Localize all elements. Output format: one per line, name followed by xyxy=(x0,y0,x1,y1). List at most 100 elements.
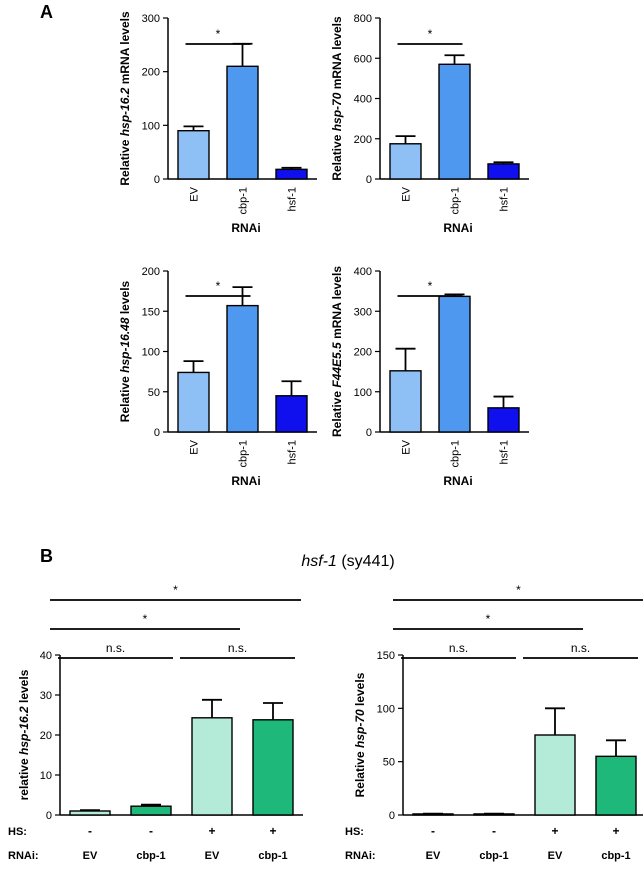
significance-label: n.s. xyxy=(449,641,468,655)
x-axis-label: RNAi xyxy=(443,221,472,235)
category-label: EV xyxy=(205,850,220,862)
significance-label: * xyxy=(486,612,491,626)
hs-label: - xyxy=(431,824,435,838)
y-label-gene: hsp-16.48 xyxy=(118,317,132,373)
significance-label: n.s. xyxy=(228,641,247,655)
significance-label: * xyxy=(216,27,221,41)
category-label: hsf-1 xyxy=(287,440,299,464)
y-tick-label: 200 xyxy=(142,266,160,278)
category-label: cbp-1 xyxy=(479,850,508,862)
bar xyxy=(275,395,308,433)
bar xyxy=(487,163,520,180)
significance-label: * xyxy=(216,279,221,293)
hs-row-label: HS: xyxy=(345,826,364,838)
y-tick-label: 10 xyxy=(40,770,52,782)
y-label-suffix: mRNA levels xyxy=(118,11,132,88)
hs-label: + xyxy=(551,824,558,838)
category-label: hsf-1 xyxy=(287,187,299,211)
y-label-prefix: relative xyxy=(17,755,31,800)
rnai-row-label: RNAi: xyxy=(8,850,39,862)
y-label-gene: F44E5.5 xyxy=(330,342,344,388)
panel-b-title-allele: (sy441) xyxy=(337,553,395,570)
hs-label: + xyxy=(612,824,619,838)
y-label-prefix: Relative xyxy=(118,136,132,185)
y-tick-label: 600 xyxy=(354,53,372,65)
y-tick-label: 400 xyxy=(354,266,372,278)
y-axis-label: Relative hsp-16.48 levels xyxy=(118,280,132,422)
y-tick-label: 200 xyxy=(354,347,372,359)
hs-label: - xyxy=(492,824,496,838)
hs-label: - xyxy=(149,824,153,838)
chart-3: 0 50 100 150 200 Relative hsp-16.48 levels EV c… xyxy=(118,266,317,488)
y-tick-label: 0 xyxy=(154,174,160,186)
bar xyxy=(226,304,259,433)
category-label: cbp-1 xyxy=(238,187,250,215)
bar xyxy=(191,717,233,816)
bar xyxy=(275,168,308,180)
bar xyxy=(69,810,111,816)
y-axis-label: Relative hsp-70 levels xyxy=(353,672,367,797)
bar xyxy=(177,371,210,433)
panel-label-a: A xyxy=(40,2,53,22)
bar xyxy=(438,295,471,433)
significance-label: * xyxy=(143,612,148,626)
hs-label: - xyxy=(88,824,92,838)
y-tick-label: 30 xyxy=(40,690,52,702)
y-axis-label: Relative hsp-16.2 mRNA levels xyxy=(118,11,132,186)
y-axis-label: Relative F44E5.5 mRNA levels xyxy=(330,266,344,437)
y-axis-label: Relative hsp-70 mRNA levels xyxy=(330,16,344,181)
y-tick-label: 800 xyxy=(354,13,372,25)
category-label: EV xyxy=(189,439,201,454)
bar xyxy=(595,755,637,816)
chart-6: 0 50 100 150 Relative hsp-70 levels HS: RNAi: -… xyxy=(345,583,643,862)
y-tick-label: 100 xyxy=(354,387,372,399)
category-label: hsf-1 xyxy=(499,440,511,464)
chart-2: 0 200 400 600 800 Relative hsp-70 mRNA levels… xyxy=(330,13,529,235)
category-label: cbp-1 xyxy=(601,850,630,862)
rnai-row-label: RNAi: xyxy=(345,850,376,862)
category-label: EV xyxy=(189,186,201,201)
x-axis-label: RNAi xyxy=(231,221,260,235)
bar xyxy=(534,734,576,816)
bar xyxy=(226,65,259,180)
category-label: cbp-1 xyxy=(450,440,462,468)
chart-4: 0 100 200 300 400 Relative F44E5.5 mRNA level… xyxy=(330,266,529,488)
category-label: cbp-1 xyxy=(450,187,462,215)
significance-label: * xyxy=(173,583,178,597)
y-tick-label: 100 xyxy=(142,120,160,132)
y-label-gene: hsp-16.2 xyxy=(118,87,132,136)
category-label: cbp-1 xyxy=(258,850,287,862)
y-tick-label: 0 xyxy=(389,810,395,822)
y-label-suffix: mRNA levels xyxy=(330,16,344,93)
significance-label: n.s. xyxy=(106,641,125,655)
y-tick-label: 0 xyxy=(154,427,160,439)
bar xyxy=(252,719,294,816)
bar xyxy=(177,129,210,180)
hs-row-label: HS: xyxy=(8,826,27,838)
bar xyxy=(412,813,454,816)
category-label: cbp-1 xyxy=(136,850,165,862)
category-label: EV xyxy=(401,186,413,201)
bar xyxy=(473,813,515,816)
y-tick-label: 100 xyxy=(142,347,160,359)
significance-label: * xyxy=(516,583,521,597)
x-axis-label: RNAi xyxy=(231,474,260,488)
y-tick-label: 150 xyxy=(142,306,160,318)
category-label: EV xyxy=(426,850,441,862)
hs-label: + xyxy=(269,824,276,838)
x-axis-label: RNAi xyxy=(443,474,472,488)
y-axis-label: relative hsp-16.2 levels xyxy=(17,669,31,800)
y-label-prefix: Relative xyxy=(330,388,344,437)
y-label-prefix: Relative xyxy=(353,748,367,797)
y-tick-label: 40 xyxy=(40,650,52,662)
bar xyxy=(487,407,520,433)
panel-label-b: B xyxy=(40,546,53,566)
significance-label: * xyxy=(428,27,433,41)
category-label: EV xyxy=(83,850,98,862)
y-tick-label: 0 xyxy=(46,810,52,822)
y-tick-label: 0 xyxy=(366,427,372,439)
hs-label: + xyxy=(208,824,215,838)
y-tick-label: 50 xyxy=(148,387,160,399)
